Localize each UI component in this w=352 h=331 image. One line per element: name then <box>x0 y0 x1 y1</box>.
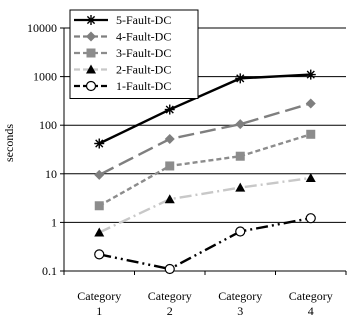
data-point <box>306 129 316 139</box>
data-point <box>94 201 104 211</box>
x-tick-label-line: 4 <box>308 304 314 318</box>
x-tick-label-line: Category <box>289 289 333 303</box>
legend-label: 1-Fault-DC <box>116 79 171 93</box>
data-point <box>235 226 246 237</box>
series-lines <box>94 69 316 275</box>
legend-label: 2-Fault-DC <box>116 63 171 77</box>
legend-label: 3-Fault-DC <box>116 46 171 60</box>
axes <box>60 27 347 275</box>
x-tick-label-line: 3 <box>237 304 243 318</box>
data-point <box>305 98 316 109</box>
data-point <box>94 138 105 149</box>
y-axis-title: seconds <box>2 124 16 162</box>
y-tick-label: 1 <box>51 215 57 229</box>
legend-item: 1-Fault-DC <box>74 79 171 93</box>
series-line <box>98 176 311 234</box>
legend-item: 2-Fault-DC <box>74 63 171 77</box>
data-point <box>305 213 316 224</box>
data-point <box>164 134 175 145</box>
legend-marker <box>86 48 96 58</box>
legend-item: 4-Fault-DC <box>74 30 171 44</box>
y-tick-label: 10000 <box>27 21 57 35</box>
y-tick-label: 100 <box>39 118 57 132</box>
series-line <box>98 73 311 145</box>
x-tick-label-line: Category <box>148 289 192 303</box>
x-tick-label-line: 1 <box>96 304 102 318</box>
legend-marker <box>85 80 97 92</box>
data-point <box>235 151 245 161</box>
y-tick-label: 0.1 <box>42 264 57 278</box>
y-tick-labels: 0.1 1 10 100 1000 10000 <box>27 21 57 278</box>
data-point <box>235 119 246 130</box>
legend-marker <box>86 15 96 25</box>
legend-marker <box>86 31 96 42</box>
legend: 5-Fault-DC 4-Fault-DC 3-Fault-DC 2-Fault-DC… <box>69 9 199 99</box>
series-3 <box>94 129 316 211</box>
series-line <box>98 102 312 176</box>
series-line <box>99 217 311 271</box>
x-tick-label-line: Category <box>77 289 121 303</box>
y-tick-label: 1000 <box>33 70 57 84</box>
y-tick-label: 10 <box>45 167 57 181</box>
data-point <box>94 227 105 237</box>
series-1 <box>94 69 316 149</box>
series-4 <box>94 172 316 237</box>
data-point <box>305 69 316 80</box>
data-point <box>235 182 246 192</box>
legend-label: 4-Fault-DC <box>116 30 171 44</box>
data-point <box>164 194 175 204</box>
data-point <box>305 172 316 182</box>
x-tick-label-line: Category <box>218 289 262 303</box>
data-point <box>94 169 105 180</box>
data-point <box>94 249 105 260</box>
data-point <box>164 104 175 115</box>
legend-marker <box>86 64 96 74</box>
series-5 <box>94 213 316 275</box>
legend-item: 3-Fault-DC <box>74 46 171 60</box>
series-line <box>98 133 312 207</box>
x-tick-label-line: 2 <box>167 304 173 318</box>
legend-item: 5-Fault-DC <box>74 13 171 27</box>
data-point <box>164 263 175 275</box>
series-2 <box>94 98 316 180</box>
data-point <box>235 73 246 84</box>
data-point <box>165 161 175 171</box>
legend-label: 5-Fault-DC <box>116 13 171 27</box>
